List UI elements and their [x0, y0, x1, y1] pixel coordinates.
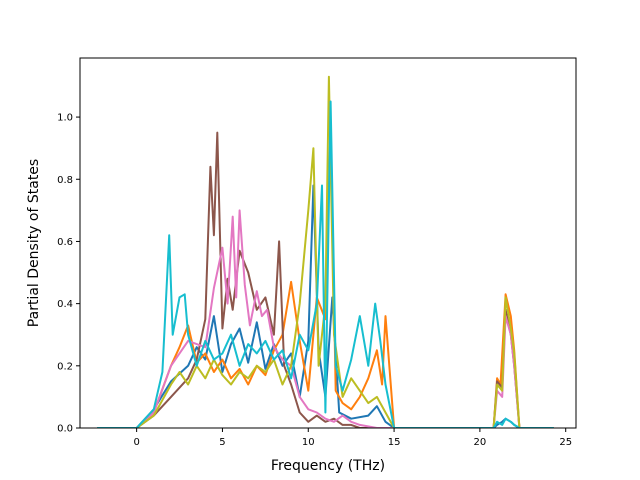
x-tick-label: 0	[133, 437, 139, 448]
series-line-5	[97, 75, 554, 428]
series-line-6	[97, 100, 554, 428]
y-tick-label: 1.0	[57, 113, 73, 124]
axes-frame	[79, 57, 577, 429]
x-tick-label: 15	[388, 437, 401, 448]
y-tick-label: 0.0	[57, 424, 73, 435]
y-tick-label: 0.4	[57, 299, 73, 310]
x-tick-label: 25	[559, 437, 572, 448]
y-tick-label: 0.8	[57, 175, 73, 186]
x-tick-label: 5	[219, 437, 225, 448]
y-tick-label: 0.2	[57, 361, 73, 372]
y-tick-label: 0.6	[57, 237, 73, 248]
series-line-1	[97, 184, 554, 428]
x-axis: 0 5 10 15 20 25	[133, 428, 572, 448]
y-axis-label: Partial Density of States	[26, 159, 42, 327]
x-axis-label: Frequency (THz)	[271, 458, 385, 474]
x-tick-label: 10	[302, 437, 315, 448]
x-tick-label: 20	[474, 437, 487, 448]
y-axis: 0.0 0.2 0.4 0.6 0.8 1.0	[57, 113, 80, 435]
series-layer	[97, 75, 554, 428]
